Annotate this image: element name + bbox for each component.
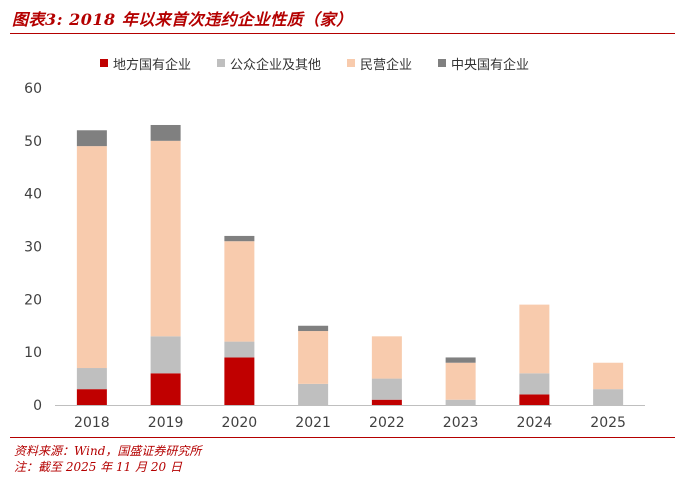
source-note: 资料来源：Wind，国盛证券研究所 <box>14 444 202 458</box>
x-tick-label: 2024 <box>517 415 553 431</box>
x-tick-label: 2020 <box>222 415 258 431</box>
bar-segment-2018-s3 <box>76 130 107 147</box>
bar-segment-2020-s3 <box>224 235 255 242</box>
x-tick-label: 2021 <box>295 415 331 431</box>
legend-label-local-soe: 地方国有企业 <box>113 57 192 73</box>
bar-segment-2018-s1 <box>76 368 107 390</box>
chart-legend: 地方国有企业 公众企业及其他 民营企业 中央国有企业 <box>100 54 660 73</box>
legend-item-private: 民营企业 <box>347 54 412 73</box>
bar-segment-2021-s2 <box>298 331 329 384</box>
legend-label-public-other: 公众企业及其他 <box>230 57 322 73</box>
bar-segment-2022-s1 <box>371 378 402 400</box>
bar-segment-2021-s1 <box>298 383 329 405</box>
bar-segment-2020-s2 <box>224 241 255 342</box>
bar-segment-2023-s1 <box>445 399 476 405</box>
y-tick-label: 40 <box>24 187 42 203</box>
bar-segment-2020-s0 <box>224 357 255 405</box>
bar-segment-2020-s1 <box>224 341 255 358</box>
bar-segment-2024-s0 <box>519 394 550 405</box>
bar-segment-2023-s2 <box>445 362 476 400</box>
legend-label-private: 民营企业 <box>360 57 413 73</box>
x-tick-label: 2018 <box>74 415 110 431</box>
footer-divider <box>10 437 675 438</box>
x-tick-label: 2023 <box>443 415 479 431</box>
date-note: 注：截至 2025 年 11 月 20 日 <box>14 460 182 474</box>
y-tick-label: 60 <box>24 81 42 97</box>
y-tick-label: 0 <box>33 398 42 414</box>
bar-segment-2022-s0 <box>371 399 402 405</box>
y-tick-label: 50 <box>24 134 42 150</box>
bar-segment-2025-s2 <box>593 362 624 390</box>
bar-segment-2024-s1 <box>519 373 550 395</box>
x-tick-label: 2019 <box>148 415 184 431</box>
bar-segment-2019-s1 <box>150 336 181 374</box>
bar-segment-2018-s2 <box>76 146 107 369</box>
bar-segment-2019-s3 <box>150 124 181 141</box>
y-tick-label: 20 <box>24 292 42 308</box>
bar-segment-2023-s3 <box>445 357 476 363</box>
bar-segment-2019-s0 <box>150 373 181 405</box>
legend-swatch-public-other <box>217 59 226 67</box>
bar-segment-2019-s2 <box>150 140 181 337</box>
legend-swatch-private <box>347 59 356 67</box>
bar-segment-2018-s0 <box>76 389 107 405</box>
y-tick-label: 30 <box>24 240 42 256</box>
bar-segment-2022-s2 <box>371 336 402 379</box>
bar-segment-2021-s3 <box>298 325 329 332</box>
legend-item-central-soe: 中央国有企业 <box>438 54 529 73</box>
title-divider <box>10 33 675 34</box>
x-tick-label: 2022 <box>369 415 405 431</box>
chart-title: 图表3: 2018 年以来首次违约企业性质（家） <box>12 10 353 29</box>
bar-segment-2025-s1 <box>593 389 624 405</box>
x-tick-label: 2025 <box>590 415 626 431</box>
y-tick-label: 10 <box>24 345 42 361</box>
legend-swatch-local-soe <box>100 59 108 67</box>
legend-item-public-other: 公众企业及其他 <box>217 54 321 73</box>
legend-swatch-central-soe <box>438 59 447 67</box>
legend-item-local-soe: 地方国有企业 <box>100 54 191 73</box>
legend-label-central-soe: 中央国有企业 <box>451 57 530 73</box>
bar-segment-2024-s2 <box>519 304 550 374</box>
